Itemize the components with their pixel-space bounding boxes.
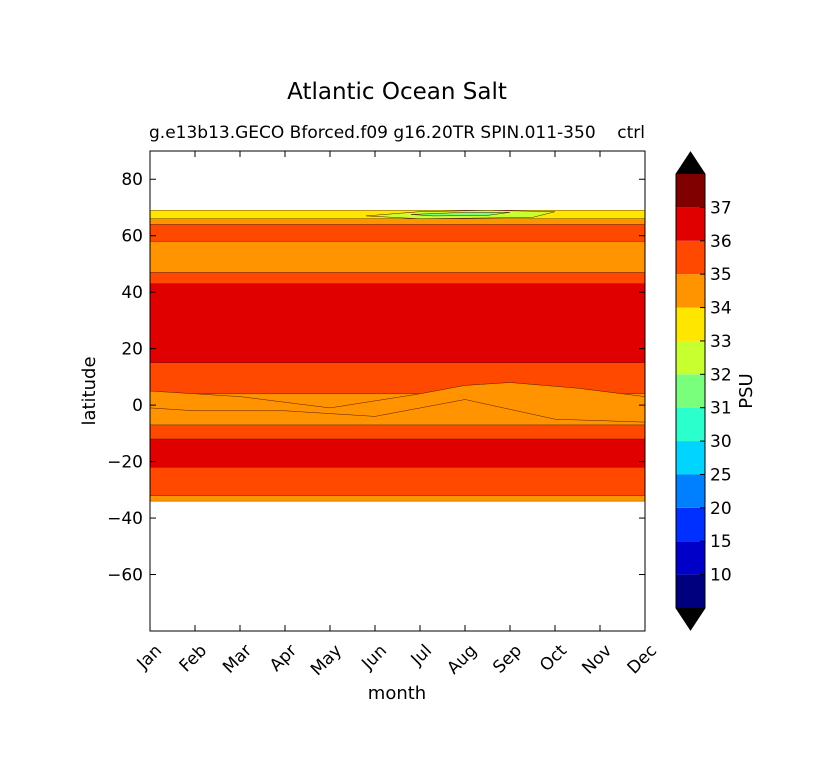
colorbar-label: PSU bbox=[736, 373, 757, 408]
y-tick-label: −40 bbox=[107, 509, 143, 529]
x-tick-label: Jan bbox=[133, 641, 166, 674]
colorbar-segment bbox=[676, 340, 705, 375]
colorbar-tick-label: 37 bbox=[710, 198, 732, 218]
colorbar-segment bbox=[676, 374, 705, 408]
y-axis: 80 60 40 20 0 −20 −40 −60 bbox=[107, 170, 645, 586]
colorbar-segment bbox=[676, 307, 705, 341]
colorbar-tick-label: 30 bbox=[710, 432, 732, 452]
y-tick-label: 20 bbox=[121, 340, 143, 360]
x-tick-label: Feb bbox=[176, 641, 211, 676]
x-axis-label: month bbox=[368, 683, 426, 704]
contour-band-10 bbox=[150, 218, 645, 225]
contour-fills bbox=[150, 210, 645, 502]
x-tick-label: Mar bbox=[219, 641, 256, 678]
x-tick-label: Oct bbox=[536, 641, 571, 676]
colorbar-segment bbox=[676, 574, 705, 608]
colorbar-extend-max bbox=[676, 152, 705, 174]
chart-title: Atlantic Ocean Salt bbox=[287, 79, 507, 105]
y-tick-label: −20 bbox=[107, 453, 143, 473]
contour-band-9 bbox=[150, 224, 645, 242]
colorbar-tick-label: 36 bbox=[710, 232, 732, 252]
x-tick-label: Apr bbox=[266, 641, 301, 676]
colorbar-segment bbox=[676, 507, 705, 542]
y-tick-label: 0 bbox=[132, 396, 143, 416]
colorbar: 10 15 20 25 30 31 32 33 34 35 36 37 bbox=[675, 151, 732, 631]
colorbar-tick-label: 34 bbox=[710, 299, 732, 319]
colorbar-tick-label: 31 bbox=[710, 399, 732, 419]
x-tick-label: Dec bbox=[624, 641, 661, 678]
y-tick-label: 40 bbox=[121, 283, 143, 303]
x-tick-label: Sep bbox=[489, 641, 526, 678]
colorbar-outline bbox=[675, 151, 706, 631]
colorbar-tick-label: 20 bbox=[710, 499, 732, 519]
colorbar-tick-label: 25 bbox=[710, 465, 732, 485]
colorbar-extend-min bbox=[676, 608, 705, 630]
colorbar-segment bbox=[676, 174, 705, 208]
contour-band-8 bbox=[150, 241, 645, 273]
contour-band-6 bbox=[150, 283, 645, 363]
contour-patch-2 bbox=[410, 212, 511, 217]
chart-subtitle: g.e13b13.GECO Bforced.f09 g16.20TR SPIN.… bbox=[149, 123, 596, 143]
plot-area bbox=[149, 150, 646, 632]
colorbar-segment bbox=[676, 474, 705, 508]
x-tick-label: Nov bbox=[578, 641, 616, 679]
colorbar-segment bbox=[676, 207, 705, 241]
x-tick-label: May bbox=[307, 641, 346, 680]
contour-band-1 bbox=[150, 467, 645, 496]
y-tick-label: 60 bbox=[121, 227, 143, 247]
x-tick-label: Jun bbox=[357, 641, 391, 675]
colorbar-tick-label: 15 bbox=[710, 532, 732, 552]
colorbar-segment bbox=[676, 240, 705, 275]
plot-frame bbox=[149, 150, 646, 632]
colorbar-tick-label: 32 bbox=[710, 365, 732, 385]
colorbar-segment bbox=[676, 274, 705, 308]
x-tick-label: Jul bbox=[407, 641, 436, 670]
y-axis-label: latitude bbox=[79, 356, 100, 425]
contour-band-7 bbox=[150, 272, 645, 284]
contour-band-2 bbox=[150, 438, 645, 468]
y-tick-label: −60 bbox=[107, 566, 143, 586]
colorbar-tick-label: 35 bbox=[710, 265, 732, 285]
contour-patch-0 bbox=[150, 382, 645, 423]
colorbar-tick-label: 10 bbox=[710, 566, 732, 586]
x-tick-label: Aug bbox=[443, 641, 481, 679]
chart-subtitle-ctrl: ctrl bbox=[617, 123, 645, 143]
colorbar-segment bbox=[676, 441, 705, 475]
contour-band-3 bbox=[150, 424, 645, 440]
colorbar-tick-label: 33 bbox=[710, 332, 732, 352]
colorbar-segment bbox=[676, 407, 705, 442]
y-tick-label: 80 bbox=[121, 170, 143, 190]
colorbar-segment bbox=[676, 541, 705, 575]
contour-band-0 bbox=[150, 495, 645, 502]
